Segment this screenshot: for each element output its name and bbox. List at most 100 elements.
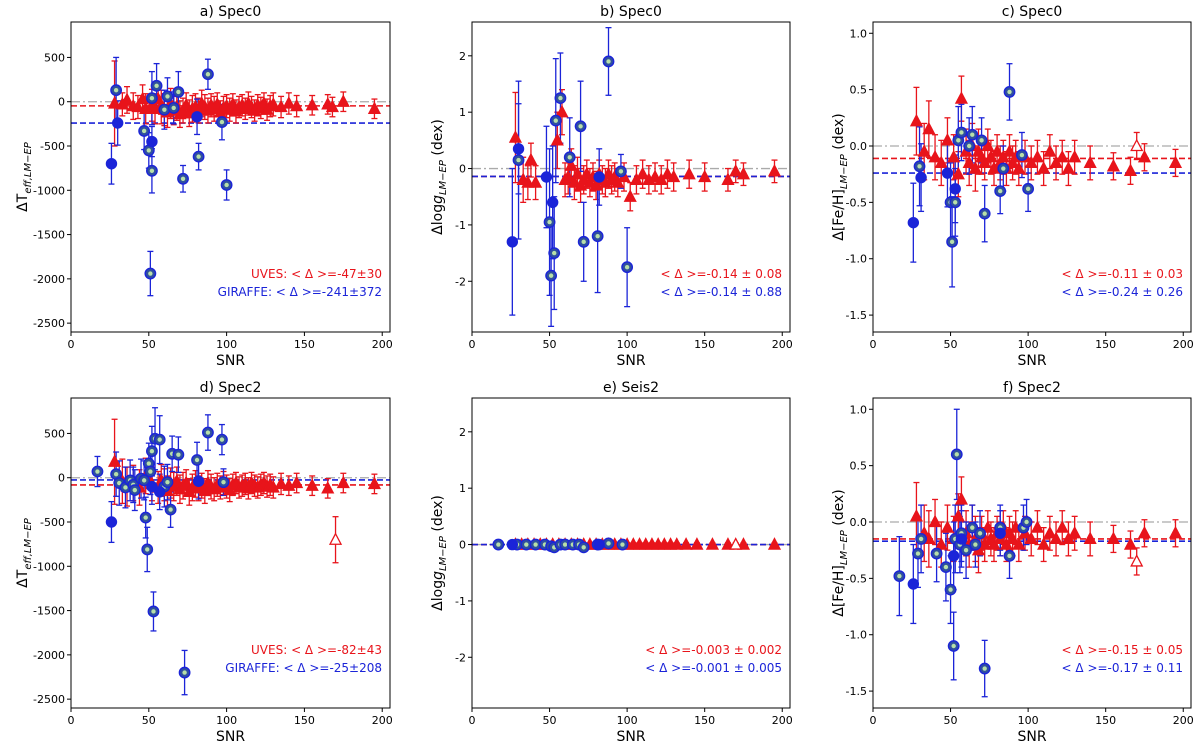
data-point: [648, 169, 662, 183]
data-point-core: [963, 547, 969, 553]
data-point-core: [1001, 166, 1006, 171]
axes-frame: [471, 397, 791, 709]
data-point: [990, 144, 1004, 157]
markers-circle-hollow: [91, 426, 230, 679]
data-point: [321, 480, 335, 494]
data-point-core: [95, 469, 100, 474]
y-tick-label: 0: [58, 96, 65, 109]
x-tick-label: 50: [944, 714, 958, 727]
data-point: [947, 550, 960, 562]
chart-panel-4: 0 50 100 150 200 -2500 -2000 -1500 -1000 -500 0 500…: [15, 380, 393, 745]
markers-triangle-hollow: [1130, 554, 1144, 567]
y-tick-label: 1.0: [850, 403, 868, 416]
data-point-core: [949, 239, 955, 245]
data-point: [1106, 158, 1121, 172]
data-point-core: [205, 430, 211, 435]
data-point-core: [143, 515, 148, 520]
x-tick-label: 150: [294, 338, 315, 351]
chart-panel-2: 0 50 100 150 200 -2 -1 0 1 2 b) Spec0 SNR ΔloggLM−EP…: [430, 4, 793, 369]
data-point-core: [581, 239, 586, 245]
data-point-core: [973, 542, 978, 547]
series-circle-hollow: [916, 63, 1032, 288]
data-point: [506, 538, 519, 551]
y-tick-label: 0.0: [850, 140, 868, 153]
data-point-core: [154, 83, 159, 88]
data-point: [282, 96, 296, 109]
data-point-core: [149, 168, 155, 173]
data-point: [940, 520, 955, 533]
chart-panel-1: 0 50 100 150 200 -2500 -2000 -1500 -1000 -500 0 500…: [15, 4, 393, 369]
data-point: [934, 155, 948, 169]
data-point: [1068, 149, 1082, 163]
data-point: [1055, 520, 1069, 533]
x-axis-label: SNR: [616, 353, 645, 369]
data-point: [529, 175, 543, 188]
data-point: [909, 113, 924, 127]
data-point-core: [516, 157, 521, 163]
stats-annotation: UVES: < Δ >=-47±30: [251, 267, 382, 281]
y-tick-label: -2: [455, 275, 466, 288]
data-point-core: [168, 507, 173, 512]
data-point: [968, 161, 982, 174]
x-tick-label: 100: [617, 714, 638, 727]
data-point-core: [165, 94, 170, 99]
data-point-core: [149, 448, 155, 454]
data-point: [561, 169, 575, 183]
data-point: [111, 117, 124, 129]
data-point-core: [982, 211, 987, 216]
data-point-core: [148, 271, 153, 276]
data-point-core: [496, 542, 501, 547]
markers-circle-hollow: [110, 68, 233, 280]
y-tick-label: -1500: [33, 605, 65, 618]
x-axis-label: SNR: [1017, 353, 1046, 369]
y-tick-label: 1: [459, 106, 466, 119]
data-point-core: [562, 542, 568, 547]
data-point: [1137, 525, 1152, 539]
data-point: [721, 537, 735, 550]
y-axis-label: ΔloggLM−EP (dex): [430, 495, 449, 611]
data-point-core: [970, 525, 975, 530]
data-point: [682, 166, 696, 180]
data-point-core: [970, 132, 975, 137]
x-tick-label: 0: [870, 338, 877, 351]
y-tick-label: -1.5: [846, 685, 867, 698]
data-point-core: [205, 72, 211, 77]
data-point: [1006, 531, 1020, 545]
data-point-core: [954, 452, 959, 457]
data-point-core: [157, 437, 162, 442]
data-point: [266, 96, 280, 110]
plot-area: [873, 408, 1191, 698]
y-tick-label: -2500: [33, 693, 65, 706]
data-point: [131, 99, 145, 113]
data-point-core: [113, 471, 119, 477]
data-point: [1168, 155, 1183, 169]
y-tick-label: 500: [44, 51, 65, 64]
data-point-core: [951, 643, 956, 649]
data-point: [107, 96, 122, 109]
stats-annotation: < Δ >=-0.14 ± 0.08: [661, 267, 782, 281]
markers-circle-filled: [506, 143, 605, 248]
stats-annotation: < Δ >=-0.24 ± 0.26: [1062, 285, 1183, 299]
x-tick-label: 100: [216, 714, 237, 727]
axes-frame: [471, 21, 791, 333]
data-point: [1123, 537, 1138, 550]
x-tick-label: 100: [216, 338, 237, 351]
data-point: [907, 578, 920, 590]
data-point: [506, 236, 519, 248]
data-point: [564, 158, 578, 171]
x-tick-label: 100: [1018, 714, 1039, 727]
data-point-core: [959, 130, 964, 135]
y-tick-label: -1000: [33, 560, 65, 573]
data-point: [729, 537, 743, 550]
data-point: [191, 111, 203, 123]
data-point: [105, 158, 118, 170]
data-point: [550, 132, 564, 146]
data-point-core: [176, 452, 181, 457]
data-point: [179, 475, 193, 489]
chart-title: e) Seis2: [603, 380, 659, 396]
data-point-core: [146, 461, 152, 466]
y-tick-label: -2000: [33, 273, 65, 286]
y-tick-label: 0: [459, 163, 466, 176]
data-point-core: [618, 169, 624, 174]
x-tick-label: 50: [142, 714, 156, 727]
